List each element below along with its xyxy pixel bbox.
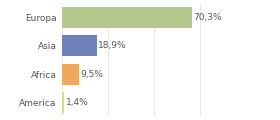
Bar [62, 7, 192, 28]
Text: 9,5%: 9,5% [81, 70, 104, 79]
Bar [62, 92, 64, 113]
Text: 70,3%: 70,3% [193, 13, 221, 22]
Bar [62, 63, 79, 85]
Text: 18,9%: 18,9% [98, 41, 127, 50]
Bar [62, 35, 97, 57]
Text: 1,4%: 1,4% [66, 98, 88, 107]
